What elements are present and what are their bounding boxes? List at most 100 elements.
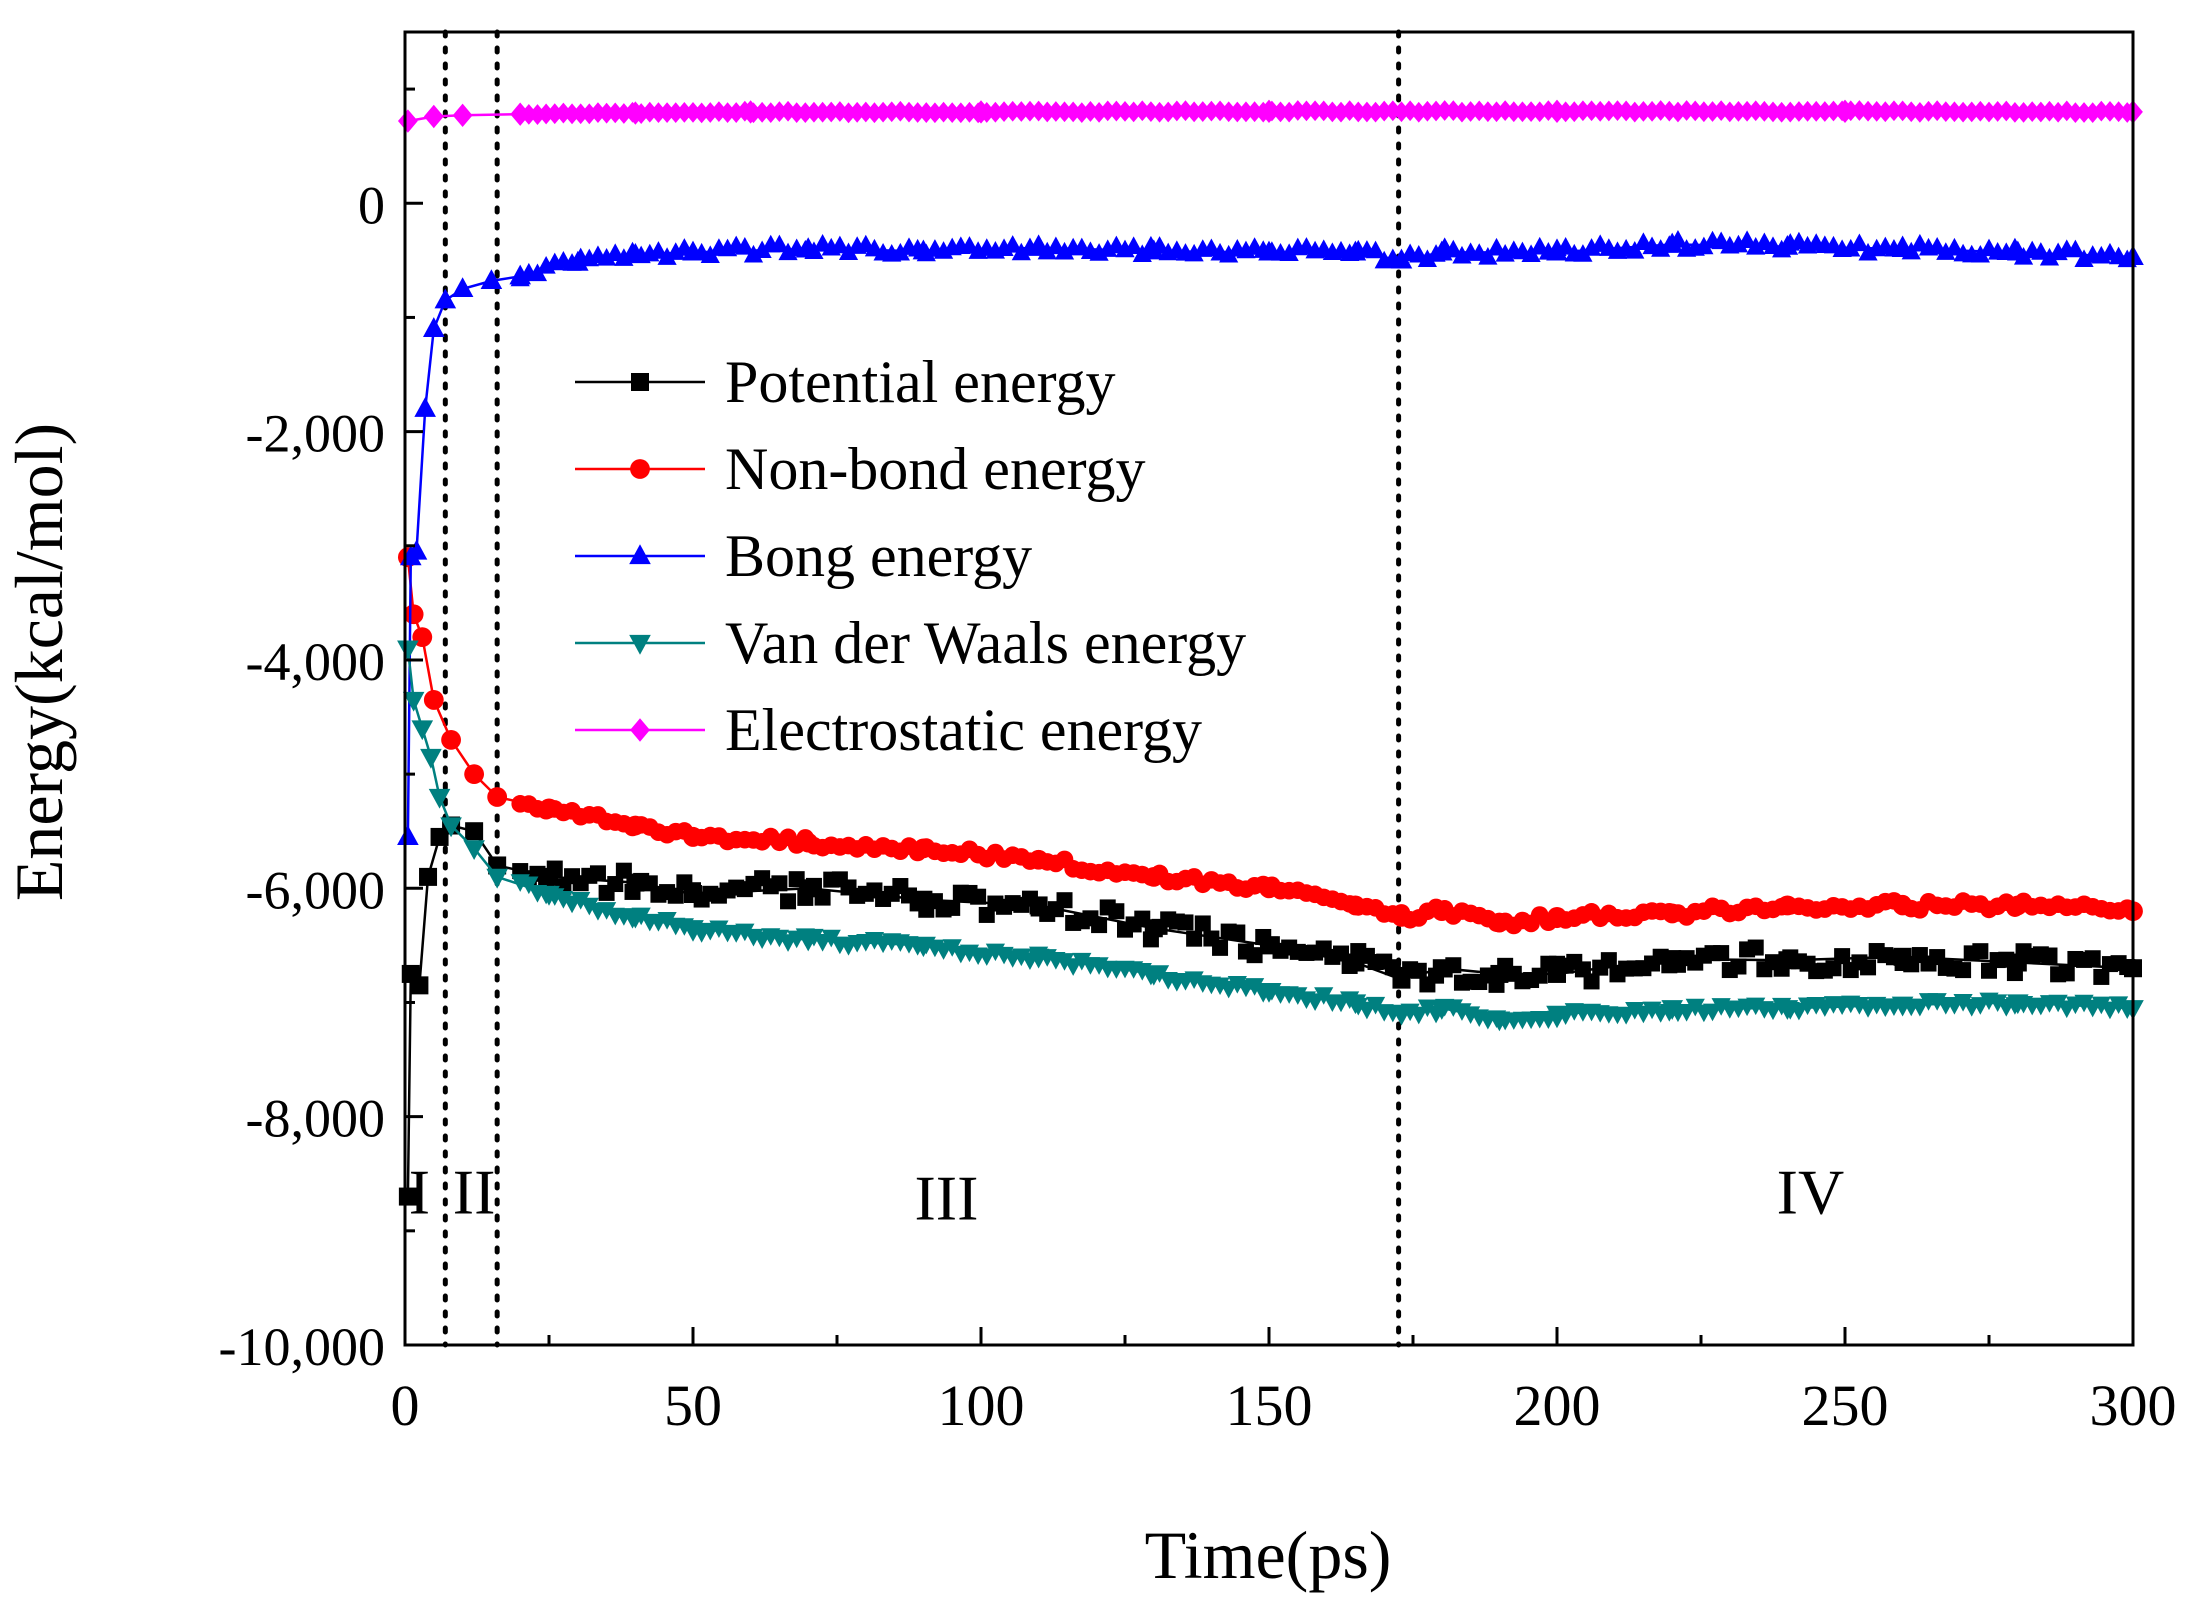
data-point-nonbond xyxy=(1489,912,1510,933)
x-tick-label: 300 xyxy=(2090,1373,2177,1438)
data-point-bond xyxy=(1849,233,1869,252)
data-point-vdw xyxy=(1027,948,1050,969)
data-point-electrostatic xyxy=(1600,100,1618,122)
data-point-bond xyxy=(1431,240,1453,261)
data-point-bond xyxy=(597,248,617,266)
data-point-bond xyxy=(624,242,647,263)
data-point-electrostatic xyxy=(1835,99,1855,124)
data-point-electrostatic xyxy=(1409,101,1428,123)
data-point-bond xyxy=(405,539,428,560)
data-point-nonbond xyxy=(1892,895,1913,916)
data-point-potential xyxy=(626,873,645,892)
data-point-potential xyxy=(1893,947,1912,966)
data-point-potential xyxy=(1713,945,1730,962)
y-tick-label: -4,000 xyxy=(246,632,385,692)
data-point-electrostatic xyxy=(900,101,918,123)
data-point-electrostatic xyxy=(1461,101,1480,122)
data-point-bond xyxy=(1279,243,1299,262)
data-point-electrostatic xyxy=(606,102,625,124)
data-point-electrostatic xyxy=(692,102,711,124)
data-point-electrostatic xyxy=(831,101,849,122)
data-point-electrostatic xyxy=(1384,100,1402,122)
data-point-potential xyxy=(1600,952,1617,969)
data-point-nonbond xyxy=(1662,903,1683,924)
data-point-electrostatic xyxy=(1547,99,1567,124)
x-tick-label: 250 xyxy=(1802,1373,1889,1438)
data-point-electrostatic xyxy=(615,103,633,124)
data-point-bond xyxy=(451,277,474,297)
data-point-vdw xyxy=(463,840,485,861)
x-tick-label: 150 xyxy=(1226,1373,1313,1438)
data-point-electrostatic xyxy=(740,100,761,124)
y-axis-label: Energy(kcal/mol) xyxy=(1,423,77,901)
data-point-bond xyxy=(480,269,503,289)
data-point-electrostatic xyxy=(2032,101,2050,123)
data-point-nonbond xyxy=(487,787,508,807)
phase-boundaries xyxy=(442,29,1402,1348)
legend-item-bond: Bong energy xyxy=(575,523,1032,589)
data-point-potential xyxy=(1955,962,1972,979)
data-point-bond xyxy=(830,235,850,254)
data-point-vdw xyxy=(1891,996,1914,1017)
y-tick-label: -6,000 xyxy=(246,860,385,920)
data-point-vdw xyxy=(411,720,434,741)
data-point-vdw xyxy=(624,908,647,929)
legend-marker xyxy=(629,634,651,655)
data-point-bond xyxy=(414,397,436,417)
data-point-nonbond xyxy=(1547,906,1567,927)
data-point-nonbond xyxy=(403,604,424,625)
data-point-vdw xyxy=(1661,1000,1683,1020)
data-point-potential xyxy=(1972,943,1989,960)
data-point-vdw xyxy=(657,911,677,930)
legend: Potential energy Non-bond energy Bong ener… xyxy=(575,349,1246,763)
data-point-bond xyxy=(1746,237,1766,255)
data-point-electrostatic xyxy=(1314,100,1333,122)
data-point-electrostatic xyxy=(1401,100,1419,122)
data-point-electrostatic xyxy=(882,101,901,123)
x-tick-label: 200 xyxy=(1514,1373,1601,1438)
phase-label: IV xyxy=(1777,1157,1845,1228)
data-point-bond xyxy=(752,240,772,259)
data-point-electrostatic xyxy=(1911,101,1929,123)
data-point-vdw xyxy=(1245,978,1265,996)
data-point-nonbond xyxy=(464,764,485,785)
data-point-bond xyxy=(1478,247,1498,265)
data-point-potential xyxy=(1730,958,1747,975)
data-point-electrostatic xyxy=(2057,100,2076,122)
data-point-electrostatic xyxy=(1695,101,1713,123)
data-point-bond xyxy=(1011,242,1031,261)
data-point-bond xyxy=(797,237,819,258)
series-potential xyxy=(398,816,2142,1206)
data-point-vdw xyxy=(2091,996,2111,1015)
legend-marker xyxy=(630,459,650,479)
data-point-electrostatic xyxy=(1081,101,1100,122)
data-point-electrostatic xyxy=(1193,101,1212,122)
data-point-electrostatic xyxy=(545,103,564,125)
data-point-potential xyxy=(1246,947,1263,964)
data-point-potential xyxy=(780,893,797,910)
data-point-vdw xyxy=(1054,953,1075,971)
data-point-electrostatic xyxy=(1962,101,1981,123)
data-point-vdw xyxy=(1953,993,1973,1012)
y-tick-label: 0 xyxy=(358,175,385,235)
legend-label: Potential energy xyxy=(725,349,1115,415)
data-point-vdw xyxy=(420,748,442,769)
data-point-bond xyxy=(1891,237,1914,258)
data-point-vdw xyxy=(912,937,935,958)
data-point-bond xyxy=(890,242,910,261)
data-point-electrostatic xyxy=(1453,101,1471,123)
data-point-nonbond xyxy=(625,815,646,836)
data-point-bond xyxy=(1737,230,1757,248)
data-point-bond xyxy=(2007,240,2029,261)
data-point-electrostatic xyxy=(1047,101,1065,122)
data-point-vdw xyxy=(397,640,419,661)
data-point-nonbond xyxy=(683,827,703,847)
legend-label: Bong energy xyxy=(725,523,1032,589)
data-point-bond xyxy=(769,234,789,253)
data-point-potential xyxy=(1747,939,1764,956)
data-point-potential xyxy=(1860,959,1877,976)
data-point-vdw xyxy=(538,885,560,906)
data-point-potential xyxy=(1177,914,1194,931)
data-point-potential xyxy=(1091,917,1108,934)
